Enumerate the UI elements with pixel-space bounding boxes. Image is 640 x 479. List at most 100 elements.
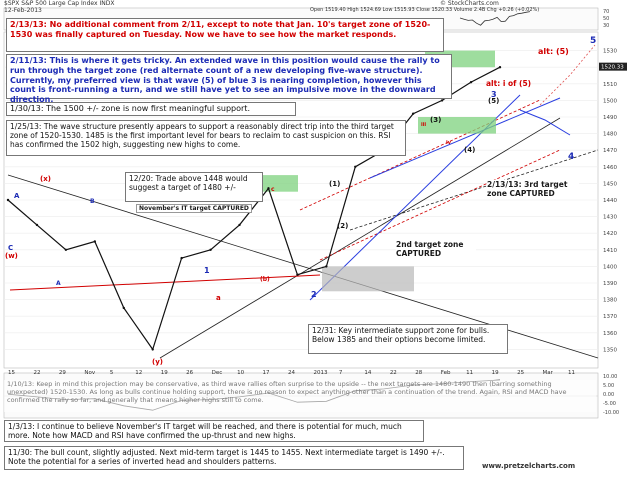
wave-p5-label: (5)	[488, 97, 500, 105]
rsi-line	[459, 11, 531, 26]
x-tick-label: 7	[339, 370, 343, 376]
price-point	[122, 306, 125, 310]
price-point	[64, 248, 68, 251]
uptrend-line	[159, 117, 561, 359]
x-tick-label: 17	[263, 370, 270, 376]
x-tick-label: 26	[186, 370, 193, 376]
website-label: www.pretzelcharts.com	[482, 462, 576, 470]
chart-ticker: $SPX S&P 500 Large Cap Index INDX	[4, 0, 115, 7]
price-point	[209, 248, 212, 251]
wave-2-label: 2	[311, 290, 317, 299]
y-tick-label: 1400	[603, 264, 617, 270]
wave-w-label: (w)	[5, 252, 18, 260]
chart-date: 12-Feb-2013	[4, 7, 42, 14]
nov-target-captured-label: November's IT target CAPTURED	[136, 204, 252, 213]
wave-3-label: 3	[491, 90, 497, 99]
annotation-1-10: 1/10/13: Keep in mind this projection ma…	[4, 380, 596, 412]
x-tick-label: 5	[110, 370, 114, 376]
y-tick-label: 1480	[603, 132, 617, 138]
x-tick-label: Mar	[543, 370, 554, 376]
alt5-label: alt: (5)	[538, 47, 569, 56]
price-point	[411, 112, 415, 115]
rsi-tick-label: 30	[603, 23, 609, 29]
second-target-captured-label: 2nd target zone CAPTURED	[396, 240, 476, 259]
annotation-1-30: 1/30/13: The 1500 +/- zone is now first …	[6, 102, 296, 116]
x-tick-label: 14	[364, 370, 371, 376]
x-tick-label: 19	[161, 370, 168, 376]
x-tick-label: 11	[466, 370, 473, 376]
annotation-1-3: 1/3/13: I continue to believe November's…	[4, 420, 424, 442]
blue-projection-4	[519, 109, 571, 136]
annotation-1-25: 1/25/13: The wave structure presently ap…	[6, 120, 406, 156]
alt-i5-label: alt: i of (5)	[486, 79, 532, 88]
wave-b-label: (b)	[260, 276, 270, 283]
annotation-2-11: 2/11/13: This is where it gets tricky. A…	[6, 54, 452, 104]
macd-tick-label: -10.00	[603, 410, 619, 416]
macd-tick-label: 10.00	[603, 374, 617, 380]
price-point	[354, 165, 357, 168]
price-point	[325, 265, 328, 268]
wave-y-label: (y)	[152, 358, 163, 366]
blue-channel-line	[369, 97, 561, 179]
x-tick-label: 10	[237, 370, 244, 376]
price-point	[296, 273, 299, 276]
x-tick-label: 22	[390, 370, 397, 376]
y-tick-label: 1360	[603, 331, 617, 337]
macd-tick-label: 0.00	[603, 392, 614, 398]
y-tick-label: 1460	[603, 165, 617, 171]
wave-C-label: C	[8, 244, 14, 252]
wave-iv-label: iv	[446, 140, 451, 146]
x-tick-label: Nov	[84, 370, 95, 376]
y-tick-label: 1470	[603, 148, 617, 154]
price-point	[93, 240, 97, 243]
y-tick-label: 1410	[603, 248, 617, 254]
price-line	[7, 66, 501, 351]
red-neckline	[9, 274, 321, 291]
price-point	[469, 80, 473, 84]
wave-iii-label: iii	[421, 122, 427, 128]
wave-x-label: (x)	[40, 175, 51, 183]
last-price-label: 1520.33	[601, 65, 624, 71]
wave-B-label: B	[90, 198, 95, 205]
x-tick-label: 29	[59, 370, 66, 376]
wave-c-label: c	[271, 186, 275, 193]
wave-5-label: 5	[590, 36, 597, 46]
x-tick-label: 25	[517, 370, 524, 376]
rsi-tick-label: 50	[603, 16, 609, 22]
y-tick-label: 1510	[603, 82, 617, 88]
y-tick-label: 1490	[603, 115, 617, 121]
wave-a-label: a	[216, 294, 221, 302]
annotation-12-20: 12/20: Trade above 1448 would suggest a …	[125, 172, 263, 202]
price-series	[6, 66, 502, 351]
x-tick-label: Dec	[212, 370, 223, 376]
price-point	[151, 348, 154, 351]
wave-A2-label: A	[56, 280, 61, 287]
third-target-captured-label: 2/13/13: 3rd target zone CAPTURED	[487, 180, 579, 199]
y-tick-label: 1370	[603, 314, 617, 320]
second-target-zone	[418, 117, 496, 134]
rsi-tick-label: 70	[603, 9, 609, 15]
red-channel-upper	[299, 99, 541, 211]
x-tick-label: 11	[568, 370, 575, 376]
y-tick-label: 1420	[603, 231, 617, 237]
red-projection-alt5	[539, 44, 596, 106]
price-point	[238, 223, 241, 227]
x-tick-label: Feb	[441, 370, 451, 376]
x-tick-label: 12	[135, 370, 142, 376]
chart-ohlc: Open 1519.40 High 1524.69 Low 1515.93 Cl…	[310, 7, 540, 13]
price-point	[180, 256, 183, 260]
price-point	[35, 223, 39, 227]
wave-p3-label: (3)	[430, 116, 442, 124]
wave-p1-label: (1)	[329, 180, 341, 188]
annotation-12-31: 12/31: Key intermediate support zone for…	[308, 324, 508, 354]
price-point	[440, 99, 444, 102]
chart-watermark: © StockCharts.com	[440, 0, 499, 7]
wave-1-label: 1	[204, 266, 210, 275]
x-tick-label: 19	[492, 370, 499, 376]
last-price-marker	[599, 62, 627, 71]
x-tick-label: 22	[33, 370, 40, 376]
red-channel-lower	[319, 149, 561, 261]
x-axis: 15 22 29 Nov 5 12 19 26 Dec 10 17 24 2013 7 14 22 28 Feb 1…	[8, 370, 575, 376]
y-axis: 1350 1360 1370 1380 1390 1400 1410 1420 1430 1440…	[599, 9, 627, 416]
y-tick-label: 1530	[603, 49, 617, 55]
